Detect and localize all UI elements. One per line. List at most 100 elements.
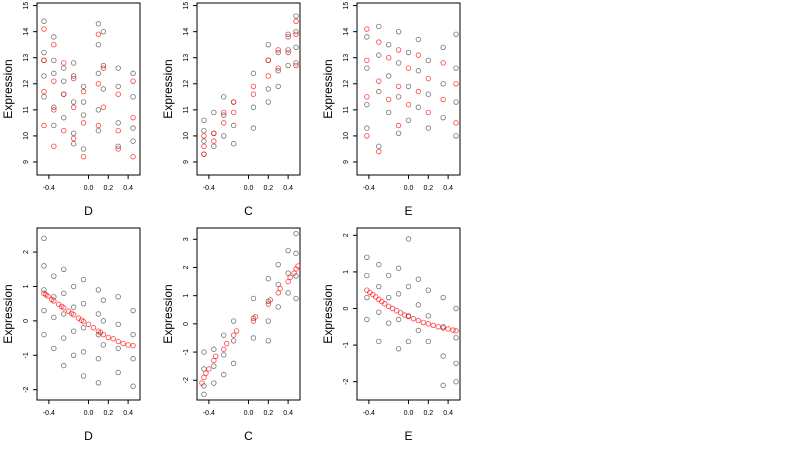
panel-6-observed-point-30	[453, 335, 459, 341]
panel-2-fitted-point-19	[293, 62, 299, 69]
panel-1-y-axis-title: Expression	[1, 59, 15, 118]
panel-4-observed-point-22	[80, 373, 87, 379]
panel-2-fitted-point-5	[221, 120, 227, 126]
panel-3-x-tick-label-0: -0.4	[363, 185, 375, 192]
panel-2-fitted-point-11	[265, 73, 272, 79]
panel-1-observed-point-18	[70, 60, 77, 66]
panel-5-fitted-point-4	[211, 357, 217, 364]
panel-6-observed-point-20	[415, 302, 422, 308]
panel-4-fitted-point-15	[90, 325, 97, 331]
panel-3-fitted-point-7	[385, 55, 392, 61]
panel-4-observed-point-16	[70, 328, 77, 334]
panel-2-observed-point-7	[221, 94, 227, 100]
panel-2-x-axis-title: C	[244, 204, 253, 218]
panel-3-observed-point-2	[364, 101, 370, 108]
panel-5-y-axis-title: Expression	[161, 284, 175, 343]
panel-6-x-tick-label-3: 0.4	[443, 410, 453, 417]
panel-1-fitted-point-16	[80, 154, 87, 160]
panel-1-observed-point-28	[100, 62, 107, 69]
panel-1-observed-point-15	[70, 99, 77, 105]
panel-6-observed-point-27	[440, 353, 446, 359]
panel-2-fitted-point-10	[250, 83, 257, 90]
panel-1-x-tick-label-1: 0.0	[84, 185, 94, 192]
panel-3-fitted-point-9	[395, 47, 402, 53]
panel-5-observed-point-11	[230, 338, 237, 344]
panel-2-observed-point-17	[265, 86, 272, 92]
panel-3-observed-point-24	[440, 44, 446, 50]
panel-6-y-tick-label-2: 0	[343, 306, 350, 310]
panel-6-fitted-point-18	[435, 324, 441, 330]
panel-5-fitted-point-9	[233, 328, 240, 334]
panel-2-observed-point-0	[201, 117, 207, 123]
panel-4-observed-point-19	[80, 300, 87, 307]
panel-4-observed-point-10	[61, 290, 67, 297]
panel-4: -0.4 0.0 0.2 0.4 -2 -1 0 1 2 D Expression	[1, 227, 141, 443]
panel-3-x-axis-title: E	[404, 204, 412, 218]
panel-4-observed-point-23	[95, 287, 102, 293]
panel-2-fitted-point-8	[230, 99, 237, 105]
panel-3-observed-point-0	[364, 34, 370, 40]
panel-6-observed-point-14	[395, 346, 402, 352]
panel-3-observed-point-9	[385, 73, 392, 79]
panel-6-fitted-point-13	[410, 316, 417, 322]
panel-5-fitted-point-20	[295, 263, 301, 269]
panel-6-observed-point-16	[405, 283, 412, 290]
panel-5-observed-point-12	[230, 360, 237, 367]
panel-4-y-tick-label-0: -2	[23, 386, 30, 392]
panel-2-observed-point-4	[211, 109, 217, 116]
panel-4-fitted-point-19	[105, 334, 112, 341]
panel-6-observed-point-28	[440, 382, 446, 389]
panel-6-observed-point-25	[440, 294, 446, 301]
panel-6-y-tick-label-0: -2	[343, 378, 350, 384]
panel-4-observed-point-21	[80, 349, 87, 355]
panel-1-observed-point-23	[95, 21, 102, 27]
panel-6-observed-point-2	[364, 294, 370, 301]
panel-3-fitted-point-3	[364, 133, 370, 139]
panel-3-y-tick-label-3: 12	[343, 80, 350, 88]
panel-2-y-tick-label-6: 15	[183, 2, 190, 10]
panel-5-fitted-point-0	[199, 380, 205, 386]
panel-1-y-tick-label-5: 14	[23, 28, 30, 36]
panel-2-observed-point-27	[293, 28, 299, 35]
panel-6-x-tick-label-2: 0.2	[423, 410, 433, 417]
panel-2: -0.4 0.0 0.2 0.4 9 10 11 12 13 14 15 C Expression	[161, 2, 301, 218]
panel-4-y-tick-label-1: -1	[23, 352, 30, 358]
panel-3-fitted-point-15	[415, 88, 422, 95]
panel-6-fitted-point-6	[382, 301, 388, 307]
panel-4-observed-point-32	[115, 321, 121, 328]
panel-5-observed-point-25	[285, 290, 291, 296]
panel-5-observed-point-8	[221, 352, 227, 358]
panel-1-observed-point-32	[115, 120, 121, 126]
panel-5-fitted-point-18	[291, 270, 297, 276]
panel-6-observed-point-29	[453, 305, 459, 312]
panel-5-fitted-point-5	[213, 353, 219, 359]
panel-3-observed-point-19	[415, 68, 422, 74]
panel-2-fitted-point-16	[285, 34, 291, 40]
panel-1-observed-point-25	[95, 70, 102, 77]
panel-4-observed-point-30	[100, 342, 107, 348]
panel-1-y-tick-label-6: 15	[23, 2, 30, 10]
panel-6-fitted-point-7	[385, 303, 392, 310]
panel-3-y-tick-label-5: 14	[343, 28, 350, 36]
panel-1-observed-point-13	[61, 78, 67, 84]
panel-6-fitted-point-8	[389, 305, 396, 312]
panel-1-observed-point-6	[51, 70, 57, 77]
panel-6-y-tick-label-4: 2	[343, 233, 350, 237]
panel-3-fitted-point-17	[425, 109, 432, 116]
panel-6-observed-point-15	[405, 236, 412, 242]
panel-2-observed-point-26	[293, 13, 299, 19]
panel-6-observed-point-18	[405, 338, 412, 345]
panel-3-fitted-point-11	[395, 122, 402, 129]
panel-4-observed-point-5	[51, 273, 57, 279]
panel-1-observed-point-9	[51, 57, 57, 64]
panel-5-observed-point-7	[221, 332, 227, 338]
panel-4-y-axis-title: Expression	[1, 284, 15, 343]
panel-2-observed-point-25	[285, 62, 291, 69]
panel-1-observed-point-21	[80, 146, 87, 152]
panel-3-observed-point-6	[376, 88, 382, 95]
panel-6-observed-point-13	[395, 316, 402, 323]
panel-5-observed-point-9	[221, 371, 227, 378]
panel-5-y-tick-label-5: 3	[183, 237, 190, 241]
panel-6-fitted-point-16	[425, 321, 432, 327]
panel-5-observed-point-21	[275, 281, 281, 288]
